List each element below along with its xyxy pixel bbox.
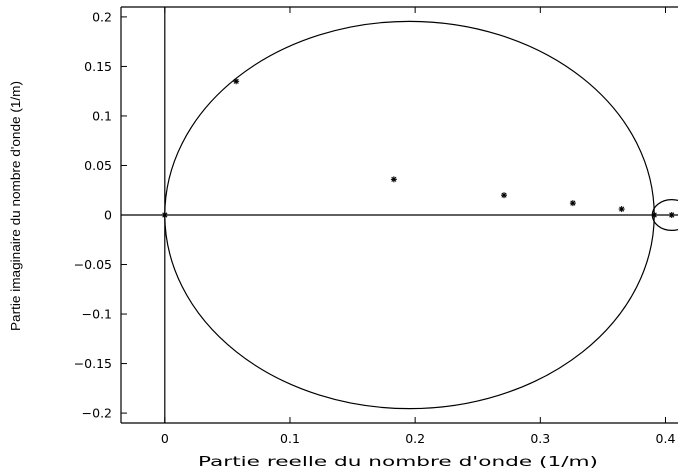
y-tick-label: −0.1: [82, 307, 112, 322]
y-tick-label: −0.05: [74, 257, 112, 272]
data-point: [501, 192, 508, 199]
data-point: [651, 212, 658, 218]
y-tick-label: 0.05: [84, 158, 112, 173]
data-point-stroke: [391, 176, 397, 182]
data-point-stroke: [651, 212, 657, 218]
x-tick-label: 0.1: [280, 431, 300, 446]
data-point-stroke: [233, 78, 239, 84]
y-tick-label: 0: [104, 208, 112, 223]
data-point: [569, 200, 576, 207]
x-tick-label: 0.4: [656, 431, 676, 446]
data-point: [390, 176, 397, 183]
y-tick-label: 0.1: [92, 108, 112, 123]
data-point-stroke: [501, 192, 507, 198]
y-tick-label: −0.2: [82, 406, 112, 421]
x-axis-ticks: 0 0.1 0.2 0.3 0.4: [161, 7, 676, 446]
data-point-stroke: [669, 212, 675, 218]
y-tick-label: 0.15: [84, 59, 112, 74]
x-tick-label: 0.2: [405, 431, 425, 446]
data-point-stroke: [619, 206, 625, 212]
data-point-stroke: [570, 200, 576, 206]
data-point: [233, 78, 240, 85]
y-axis-ticks: 0.2 0.15 0.1 0.05 0 −0.05 −0.1 −0.15 −0.2: [74, 9, 127, 421]
y-tick-label: −0.15: [74, 356, 112, 371]
data-point: [618, 206, 625, 213]
data-point: [668, 212, 675, 218]
x-axis-label: Partie reelle du nombre d'onde (1/m): [198, 455, 598, 470]
plot-content: [121, 7, 678, 423]
y-axis-label: Partie imaginaire du nombre d'onde (1/m): [8, 81, 23, 331]
x-tick-label: 0.3: [530, 431, 550, 446]
x-tick-label: 0: [161, 431, 169, 446]
y-tick-label: 0.2: [92, 9, 112, 24]
data-point-stroke: [162, 212, 168, 218]
data-point: [161, 212, 168, 218]
